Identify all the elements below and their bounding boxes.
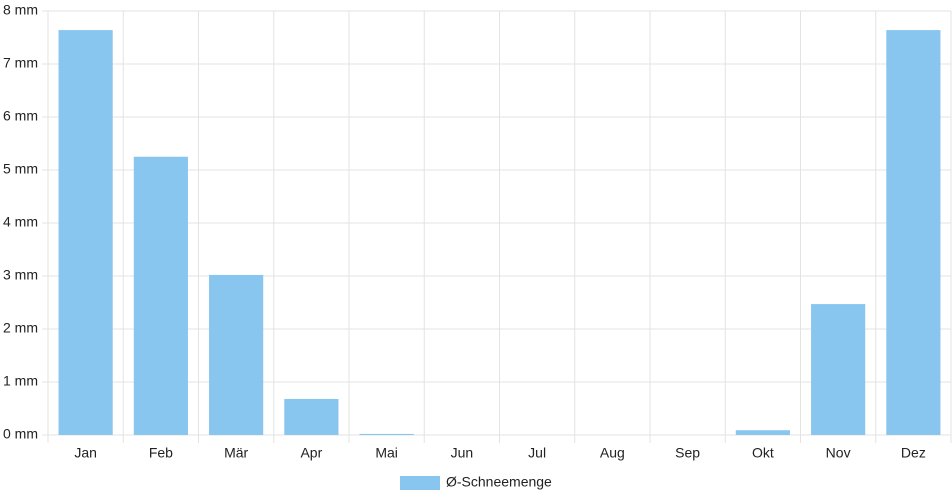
bar xyxy=(284,398,339,435)
x-tick-label: Sep xyxy=(675,445,700,461)
x-tick-label: Feb xyxy=(149,445,173,461)
y-tick-label: 6 mm xyxy=(3,108,38,124)
x-tick-label: Mär xyxy=(224,445,248,461)
x-tick-label: Nov xyxy=(826,445,851,461)
bar xyxy=(58,30,113,436)
y-tick-label: 2 mm xyxy=(3,320,38,336)
x-tick-label: Jan xyxy=(74,445,97,461)
y-tick-label: 0 mm xyxy=(3,426,38,442)
x-tick-label: Mai xyxy=(375,445,398,461)
x-tick-label: Apr xyxy=(300,445,322,461)
x-tick-label: Jun xyxy=(451,445,474,461)
bar xyxy=(133,156,188,435)
y-tick-label: 7 mm xyxy=(3,55,38,71)
legend-swatch xyxy=(400,476,440,490)
bar xyxy=(359,433,414,435)
y-tick-label: 4 mm xyxy=(3,214,38,230)
x-tick-label: Okt xyxy=(752,445,774,461)
bar xyxy=(209,274,264,435)
bar xyxy=(735,430,790,435)
x-tick-label: Jul xyxy=(528,445,546,461)
x-tick-label: Dez xyxy=(901,445,926,461)
bar xyxy=(811,304,866,435)
x-tick-label: Aug xyxy=(600,445,625,461)
y-tick-label: 8 mm xyxy=(3,2,38,18)
y-tick-label: 1 mm xyxy=(3,373,38,389)
legend-label: Ø-Schneemenge xyxy=(446,474,552,490)
y-tick-label: 3 mm xyxy=(3,267,38,283)
y-tick-label: 5 mm xyxy=(3,161,38,177)
bar xyxy=(886,30,941,436)
